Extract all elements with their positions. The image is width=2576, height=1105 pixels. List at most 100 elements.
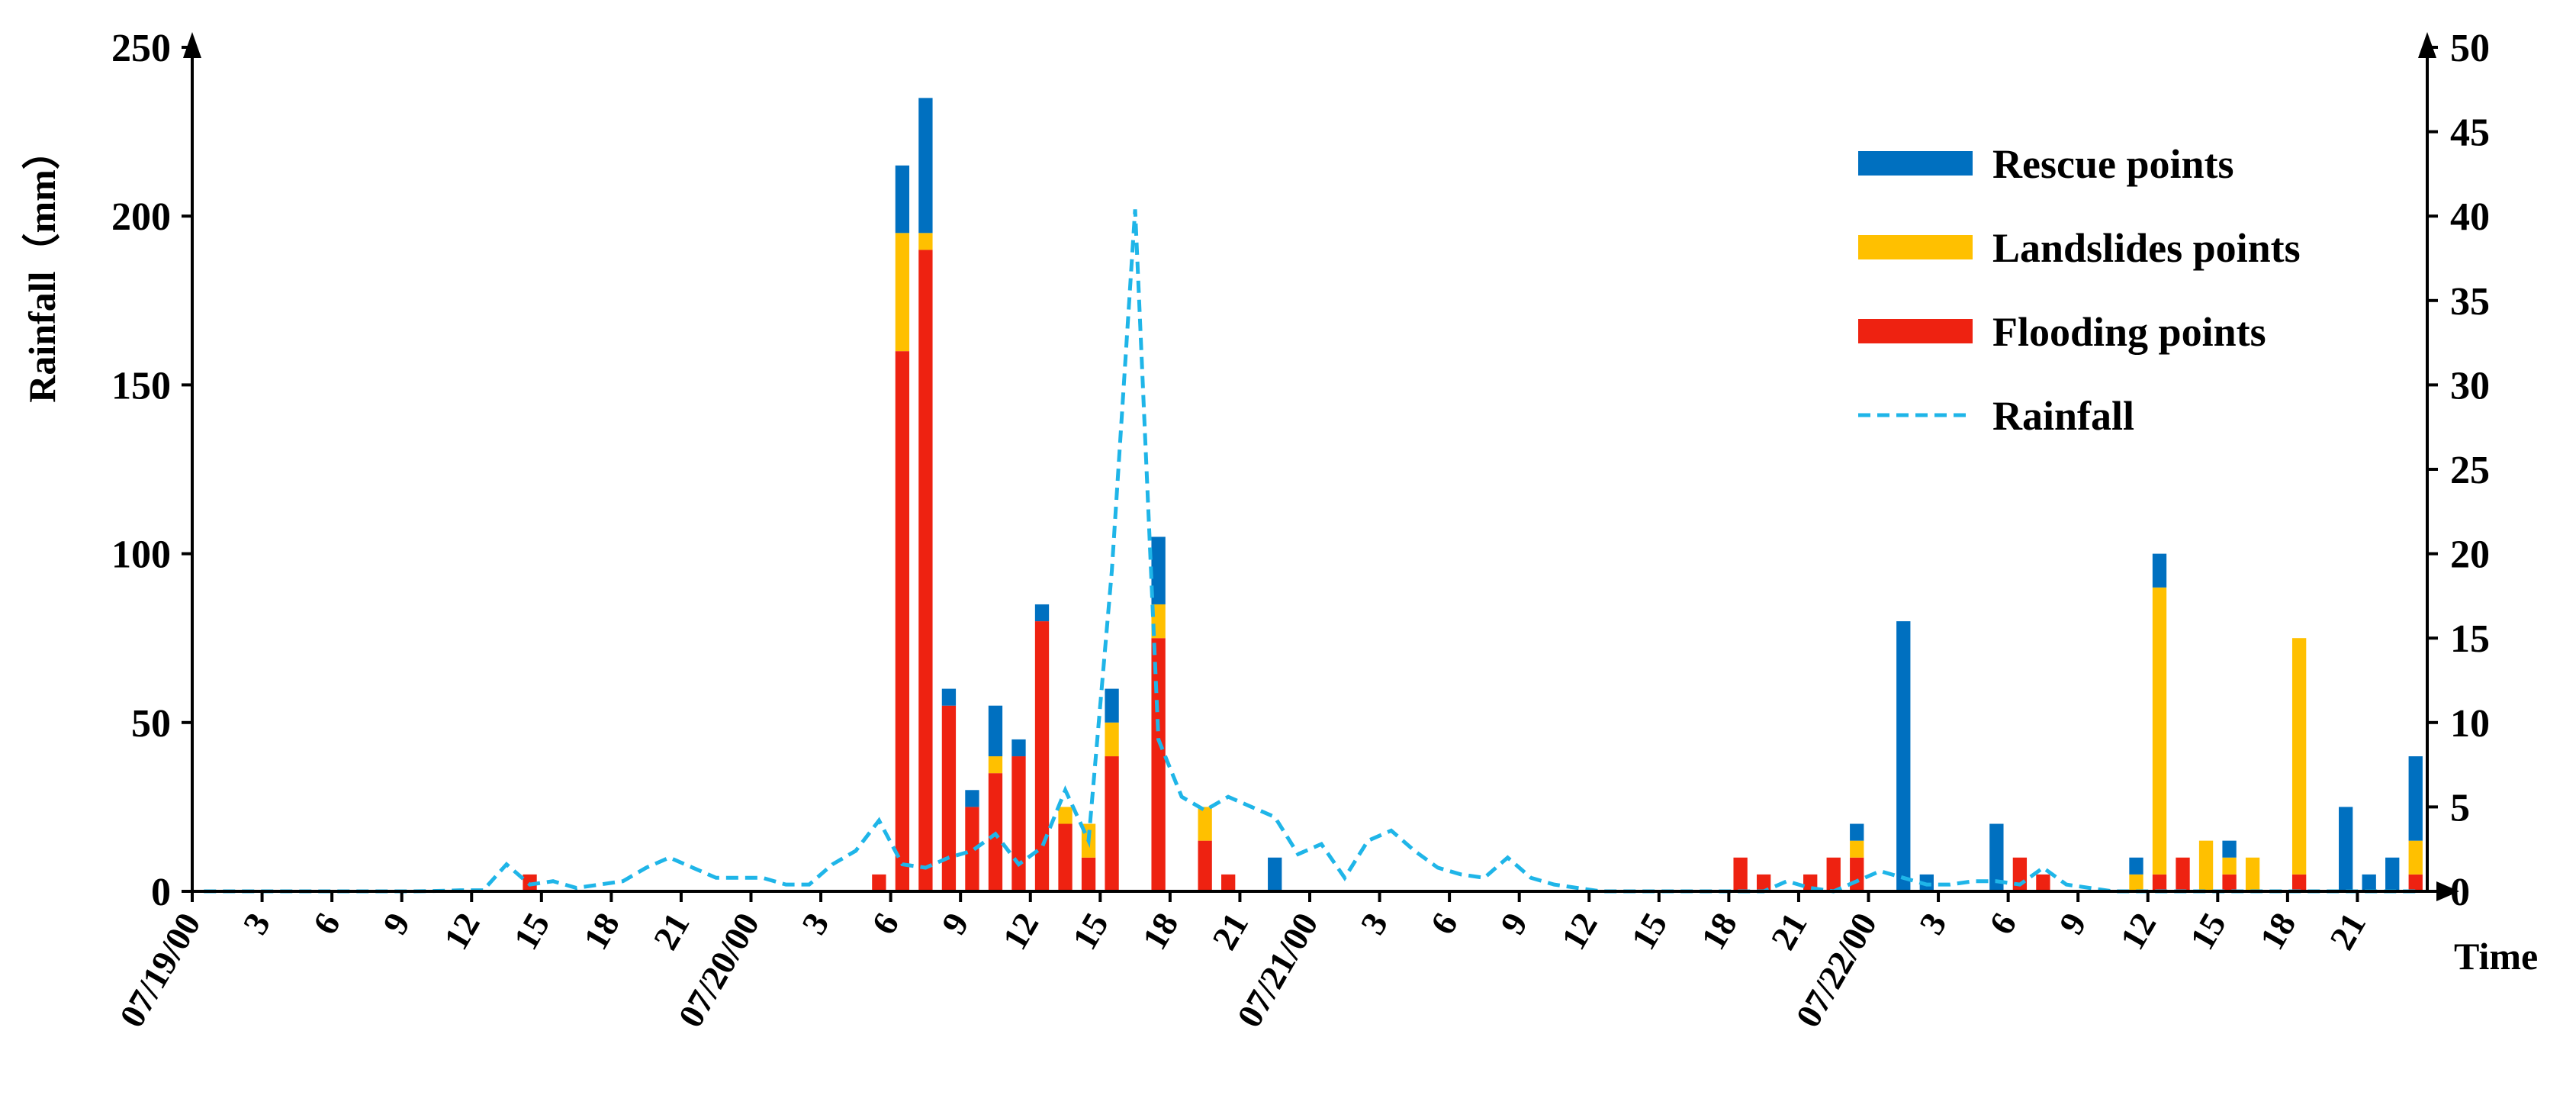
x-tick-label-22: 18 bbox=[1693, 907, 1745, 956]
bar-flooding-h84 bbox=[2152, 874, 2167, 891]
y-left-tick-label-250: 250 bbox=[111, 27, 171, 70]
x-axis-arrow bbox=[2436, 881, 2459, 901]
x-tick-label-29: 15 bbox=[2182, 907, 2233, 956]
x-tick-label-25: 3 bbox=[1912, 907, 1954, 941]
x-tick-label-5: 15 bbox=[506, 907, 557, 956]
bar-landslides-h37 bbox=[1058, 807, 1073, 824]
bar-flooding-h39 bbox=[1105, 756, 1119, 891]
x-tick-label-10: 6 bbox=[864, 907, 907, 941]
y-right-tick-label-15: 15 bbox=[2450, 617, 2490, 661]
bar-rescue-h41 bbox=[1151, 536, 1166, 604]
x-tick-label-27: 9 bbox=[2051, 907, 2094, 941]
bar-flooding-h29 bbox=[872, 874, 886, 891]
bar-landslides-h95 bbox=[2408, 840, 2423, 875]
bar-rescue-h84 bbox=[2152, 553, 2167, 588]
y-left-tick-label-100: 100 bbox=[111, 533, 171, 577]
bar-rescue-h39 bbox=[1105, 688, 1119, 723]
bar-flooding-h71 bbox=[1850, 857, 1864, 891]
bar-landslides-h83 bbox=[2129, 874, 2143, 891]
bar-flooding-h30 bbox=[895, 351, 910, 891]
legend-label-0: Rescue points bbox=[1992, 141, 2234, 187]
bar-flooding-h90 bbox=[2291, 874, 2307, 891]
y-right-tick-label-45: 45 bbox=[2450, 111, 2490, 155]
bar-rescue-h83 bbox=[2129, 857, 2143, 875]
y-right-tick-label-25: 25 bbox=[2450, 449, 2490, 492]
x-tick-label-13: 15 bbox=[1065, 907, 1116, 956]
x-tick-label-14: 18 bbox=[1134, 907, 1185, 956]
bar-flooding-h70 bbox=[1826, 857, 1841, 891]
bar-landslides-h30 bbox=[895, 233, 910, 352]
x-tick-label-1: 3 bbox=[236, 907, 278, 941]
bar-flooding-h33 bbox=[965, 807, 979, 891]
y-right-tick-label-5: 5 bbox=[2450, 786, 2470, 830]
bar-flooding-h66 bbox=[1733, 857, 1748, 891]
legend: Rescue points Landslides points Flooding p… bbox=[1858, 141, 2301, 439]
bar-flooding-h43 bbox=[1198, 840, 1212, 891]
bar-flooding-h95 bbox=[2408, 874, 2423, 891]
legend-swatch-2 bbox=[1858, 319, 1973, 343]
bar-rescue-h77 bbox=[1989, 823, 2004, 891]
x-tick-label-9: 3 bbox=[794, 907, 837, 941]
x-tick-label-21: 15 bbox=[1623, 907, 1674, 956]
bar-landslides-h88 bbox=[2245, 857, 2260, 891]
y-right-tick-label-30: 30 bbox=[2450, 364, 2490, 408]
bar-rescue-h92 bbox=[2339, 807, 2353, 891]
x-tick-label-20: 12 bbox=[1554, 907, 1605, 956]
x-tick-label-6: 18 bbox=[576, 907, 627, 956]
y-left-tick-label-150: 150 bbox=[111, 364, 171, 408]
x-tick-label-3: 9 bbox=[375, 907, 418, 941]
rainfall-line bbox=[204, 209, 2416, 894]
bar-rescue-h93 bbox=[2362, 874, 2376, 891]
legend-label-3: Rainfall bbox=[1992, 393, 2134, 439]
x-tick-label-31: 21 bbox=[2322, 907, 2373, 956]
x-tick-label-4: 12 bbox=[436, 907, 487, 956]
bar-landslides-h90 bbox=[2291, 638, 2307, 875]
legend-swatch-0 bbox=[1858, 151, 1973, 176]
x-tick-label-19: 9 bbox=[1493, 907, 1536, 941]
x-tick-label-18: 6 bbox=[1423, 907, 1465, 941]
bar-flooding-h67 bbox=[1757, 874, 1771, 891]
bar-flooding-h79 bbox=[2036, 874, 2050, 891]
x-tick-label-11: 9 bbox=[934, 907, 976, 941]
y-right-tick-label-40: 40 bbox=[2450, 195, 2490, 239]
y-left-tick-label-200: 200 bbox=[111, 195, 171, 239]
rainfall-line-layer bbox=[204, 209, 2416, 894]
x-tick-label-12: 12 bbox=[995, 907, 1046, 956]
bar-landslides-h86 bbox=[2198, 840, 2214, 891]
y-left-tick-label-50: 50 bbox=[131, 702, 171, 746]
bar-rescue-h95 bbox=[2408, 756, 2423, 841]
bar-landslides-h39 bbox=[1105, 722, 1119, 757]
bar-rescue-h35 bbox=[1011, 739, 1026, 757]
bar-flooding-h32 bbox=[941, 705, 957, 891]
bar-landslides-h84 bbox=[2152, 587, 2167, 875]
bar-flooding-h36 bbox=[1034, 621, 1050, 891]
bar-rescue-h73 bbox=[1896, 621, 1911, 891]
bar-rescue-h87 bbox=[2222, 840, 2237, 858]
x-tick-label-26: 6 bbox=[1982, 907, 2024, 941]
bar-landslides-h34 bbox=[988, 756, 1003, 774]
bar-rescue-h94 bbox=[2385, 857, 2400, 891]
bar-flooding-h87 bbox=[2222, 874, 2237, 891]
x-tick-label-17: 3 bbox=[1353, 907, 1396, 941]
bar-rescue-h34 bbox=[988, 705, 1003, 757]
bars-layer bbox=[523, 98, 2423, 891]
bar-landslides-h71 bbox=[1850, 840, 1864, 858]
y-axis-title: Rainfall（mm） bbox=[21, 131, 63, 403]
x-tick-label-15: 21 bbox=[1204, 907, 1256, 956]
x-axis-title: Time bbox=[2454, 935, 2538, 978]
y-left-tick-label-0: 0 bbox=[151, 871, 171, 914]
bar-landslides-h43 bbox=[1198, 807, 1212, 841]
legend-label-1: Landslides points bbox=[1992, 225, 2301, 271]
y-right-tick-label-0: 0 bbox=[2450, 871, 2470, 914]
axes-layer bbox=[183, 32, 2459, 901]
x-tick-label-7: 21 bbox=[645, 907, 696, 956]
legend-swatch-1 bbox=[1858, 235, 1973, 259]
x-tick-label-2: 6 bbox=[305, 907, 348, 941]
bar-flooding-h44 bbox=[1221, 874, 1236, 891]
ticks-layer: 0 50 100 150 200 250 0 5 10 15 20 25 30 35 40 45 50 07/19… bbox=[111, 27, 2490, 1034]
bar-flooding-h37 bbox=[1058, 823, 1073, 891]
legend-label-2: Flooding points bbox=[1992, 309, 2266, 355]
y-axis-left-arrow bbox=[183, 32, 201, 58]
y-axis-right-arrow bbox=[2418, 32, 2436, 58]
